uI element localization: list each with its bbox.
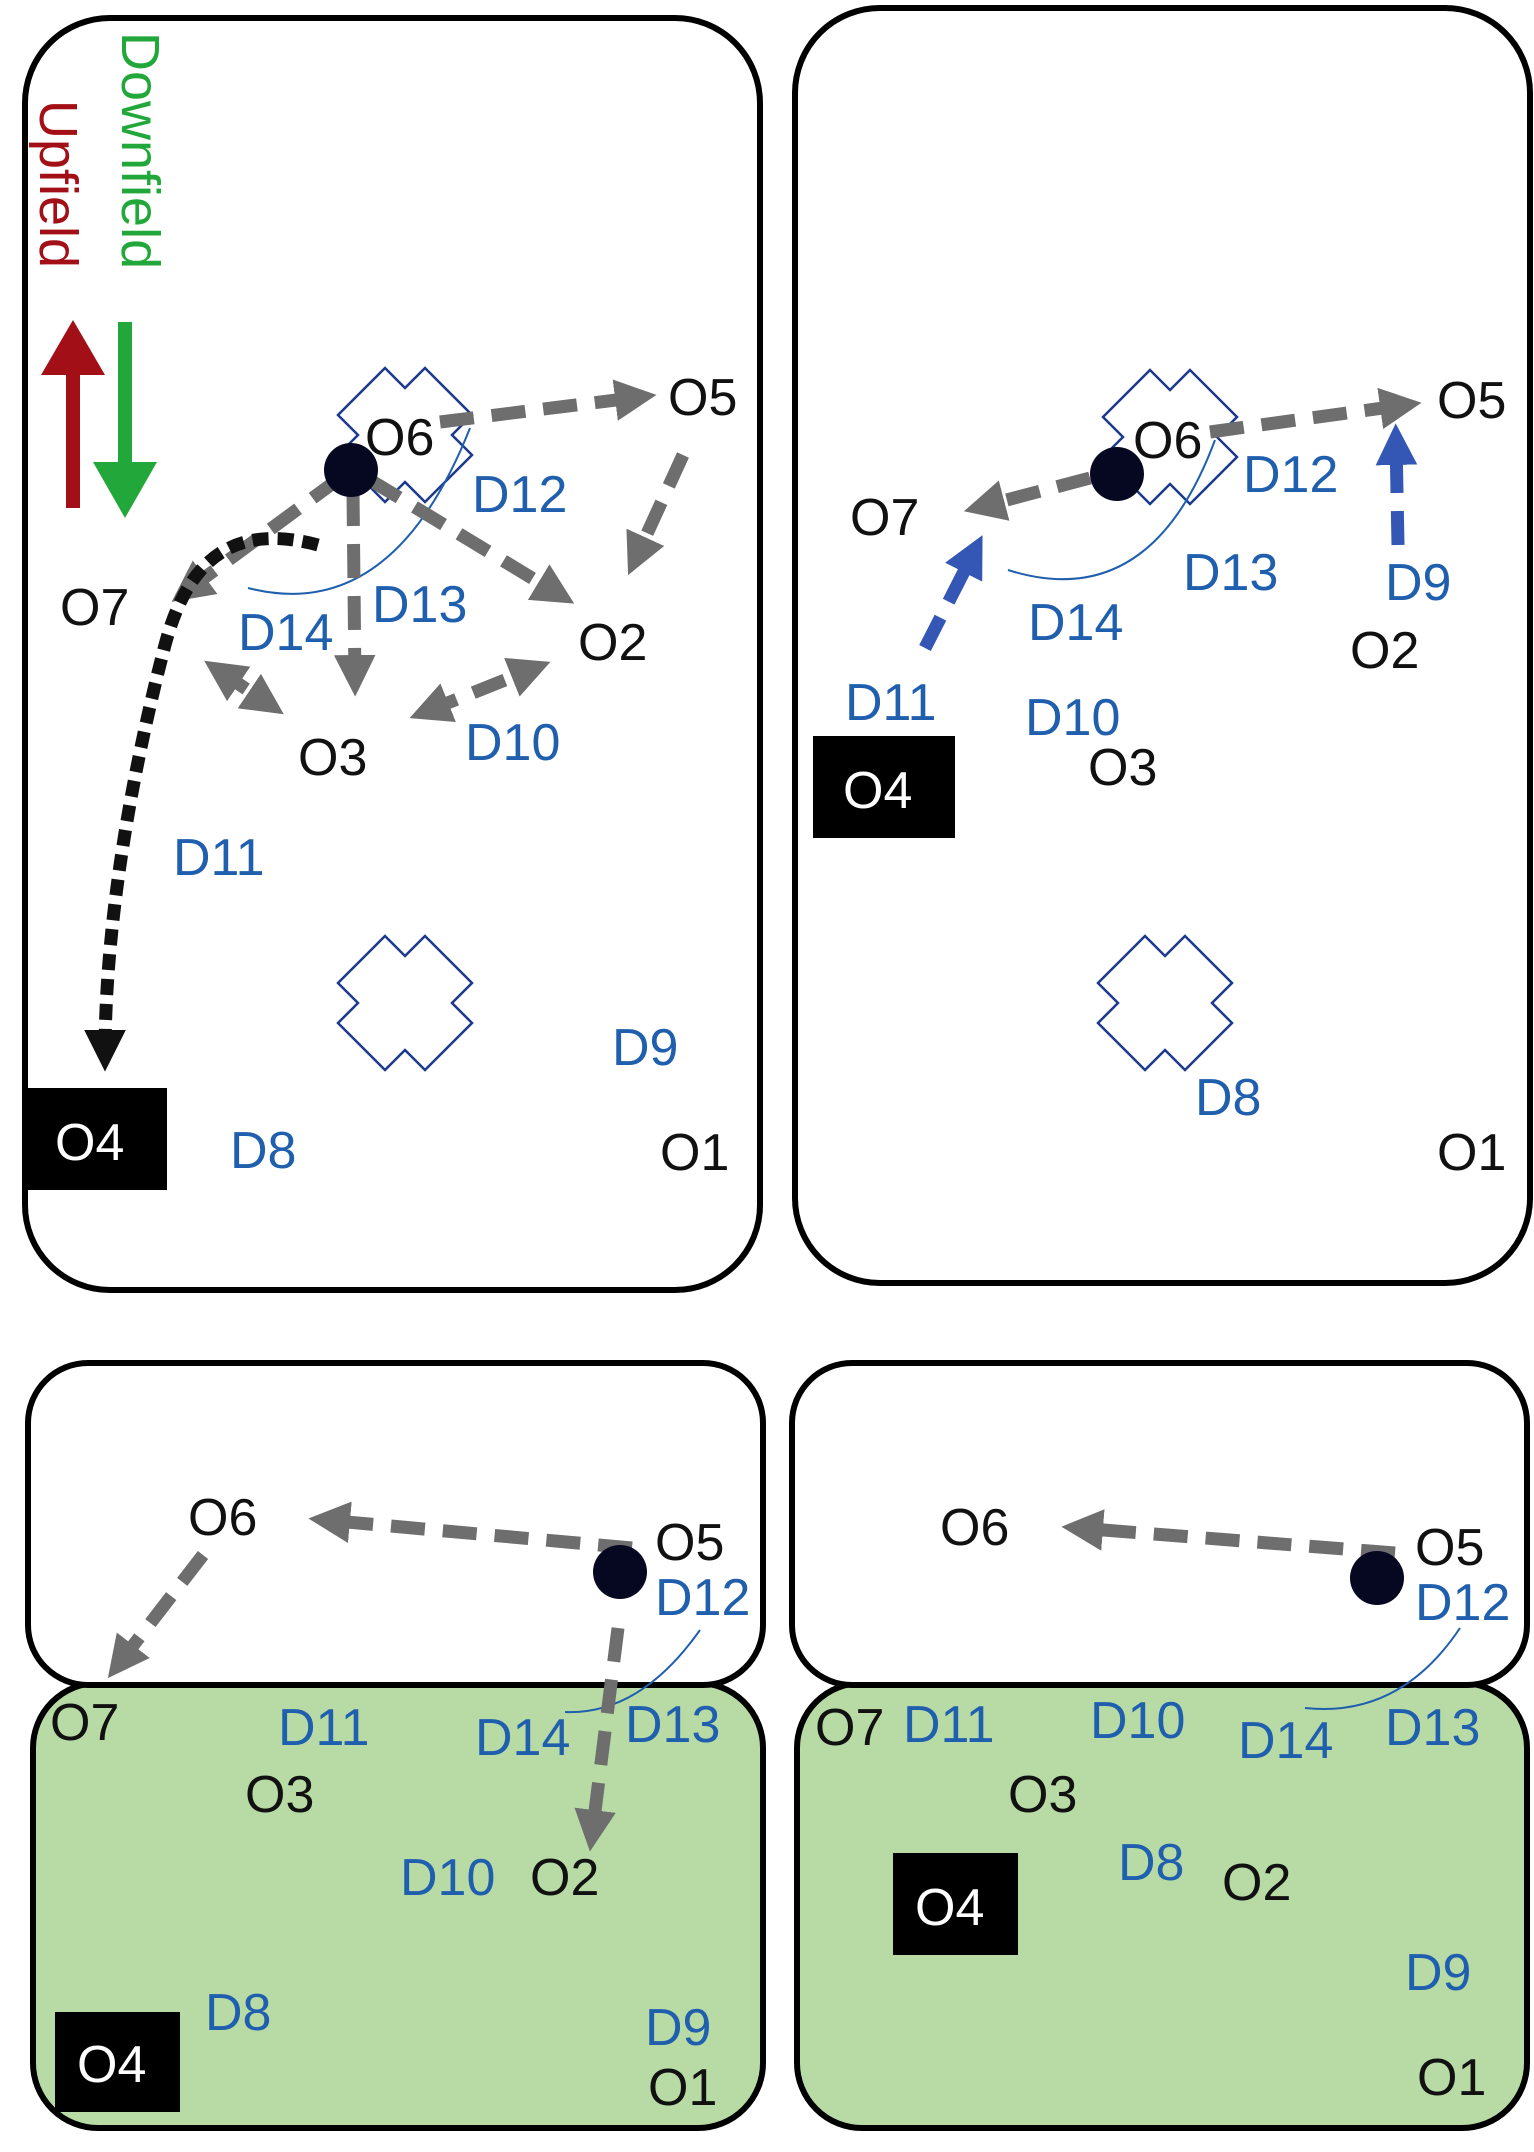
direction-legend: Upfield Downfield: [28, 32, 170, 518]
cut-arrow-o4: [84, 532, 320, 1072]
player-o5: O5: [668, 369, 737, 427]
player-o2: O2: [578, 614, 647, 672]
panel-top-left: Upfield Downfield O4 O7 O6 O5 O2 O: [22, 15, 763, 1293]
player-o3: O3: [1088, 739, 1157, 797]
defender-d11: D11: [173, 829, 265, 887]
defender-d13: D13: [1385, 1699, 1480, 1757]
defender-d9: D9: [1405, 1944, 1471, 2002]
disc: [324, 443, 378, 497]
defender-d12: D12: [1243, 446, 1338, 504]
mark-arc: [1007, 439, 1216, 581]
downfield-arrow-head: [93, 462, 157, 518]
player-o1: O1: [1437, 1124, 1506, 1182]
defender-d13: D13: [625, 1696, 720, 1754]
pass-arrow-o6-o2: [366, 474, 575, 604]
player-o4: O4: [843, 762, 912, 820]
player-o7: O7: [815, 1699, 884, 1757]
defender-d10: D10: [400, 1849, 495, 1907]
disc: [593, 1545, 647, 1599]
player-o6: O6: [1133, 412, 1202, 470]
mark-arc: [1304, 1627, 1461, 1710]
pass-arrow-o6-o7: [171, 472, 344, 602]
upfield-arrow-head: [41, 320, 105, 375]
downfield-label: Downfield: [110, 32, 170, 269]
defender-d12: D12: [472, 466, 567, 524]
defender-d9: D9: [612, 1019, 678, 1077]
panel-bottom-left: O4 O6 O5 O7 O3 O2 O1 D12 D11 D14 D13 D10…: [25, 1360, 766, 2131]
highlight-box-o4: [893, 1853, 1018, 1955]
upfield-label: Upfield: [28, 100, 88, 268]
player-o2: O2: [1222, 1854, 1291, 1912]
field-outline: [792, 5, 1533, 1286]
defender-d9: D9: [645, 1999, 711, 2057]
player-o4: O4: [915, 1879, 984, 1937]
defender-d10: D10: [465, 714, 560, 772]
mark-arc: [247, 427, 471, 595]
defender-d11: D11: [845, 674, 937, 732]
defender-d14: D14: [475, 1709, 570, 1767]
pass-arrow-o6-o3: [333, 491, 376, 697]
player-o1: O1: [1417, 2049, 1486, 2107]
player-o5: O5: [655, 1514, 724, 1572]
defender-d8: D8: [1118, 1834, 1184, 1892]
pass-arrow-o6-o5: [1209, 387, 1422, 439]
defender-d8: D8: [205, 1984, 271, 2042]
pass-arrow-o5-o6: [1061, 1509, 1396, 1560]
disc: [1350, 1551, 1404, 1605]
player-o4: O4: [55, 1114, 124, 1172]
player-o1: O1: [660, 1124, 729, 1182]
pass-arrow-o6-o7: [107, 1551, 209, 1679]
defender-d8: D8: [230, 1122, 296, 1180]
defender-d10: D10: [1090, 1692, 1185, 1750]
defender-d14: D14: [238, 604, 333, 662]
player-o1: O1: [648, 2059, 717, 2117]
pass-arrow-o3-o2: [409, 657, 551, 723]
panel-top-right: O4 O6 O5 O7 O2 O3 O1 D12 D13 D9 D14 D11 …: [792, 5, 1533, 1286]
defender-d14: D14: [1238, 1712, 1333, 1770]
field-outline: [22, 15, 763, 1293]
player-o4: O4: [77, 2036, 146, 2094]
defender-move-arrow-d9: [1375, 423, 1418, 546]
defender-d8: D8: [1195, 1069, 1261, 1127]
defender-d13: D13: [372, 576, 467, 634]
defender-d13: D13: [1183, 544, 1278, 602]
player-o6: O6: [940, 1499, 1009, 1557]
highlight-box-o4: [25, 1088, 167, 1190]
player-o2: O2: [530, 1849, 599, 1907]
player-o5: O5: [1437, 372, 1506, 430]
defender-d10: D10: [1025, 689, 1120, 747]
cone-icon: [1096, 934, 1234, 1072]
highlight-box-o4: [55, 2012, 180, 2112]
pass-arrow-o5-o2: [574, 1627, 625, 1852]
defender-move-arrow-d11: [919, 535, 983, 651]
mark-arc: [564, 1629, 701, 1714]
player-o3: O3: [1008, 1766, 1077, 1824]
player-o3: O3: [245, 1766, 314, 1824]
defender-d9: D9: [1385, 554, 1451, 612]
defender-d11: D11: [903, 1696, 995, 1754]
disc: [1090, 447, 1144, 501]
field-outline: [789, 1360, 1530, 1688]
player-o7: O7: [50, 1694, 119, 1752]
defender-d14: D14: [1028, 594, 1123, 652]
panel-bottom-right: O4 O6 O5 O7 O3 O2 O1 D12 D11 D10 D14 D13…: [789, 1360, 1530, 2131]
pass-arrow-o5-o2: [626, 452, 689, 576]
pass-arrow-o7-o3: [204, 660, 284, 715]
pass-arrow-o6-o5: [439, 379, 657, 429]
cone-icon: [336, 934, 474, 1072]
pass-arrow-o6-o7: [963, 471, 1092, 521]
defender-d11: D11: [278, 1699, 370, 1757]
defender-d12: D12: [1415, 1574, 1510, 1632]
highlight-box-o4: [813, 736, 955, 838]
player-o5: O5: [1415, 1519, 1484, 1577]
player-o7: O7: [850, 489, 919, 547]
player-o6: O6: [365, 409, 434, 467]
player-o6: O6: [188, 1489, 257, 1547]
player-o7: O7: [60, 579, 129, 637]
defender-d12: D12: [655, 1569, 750, 1627]
player-o3: O3: [298, 729, 367, 787]
player-o2: O2: [1350, 622, 1419, 680]
